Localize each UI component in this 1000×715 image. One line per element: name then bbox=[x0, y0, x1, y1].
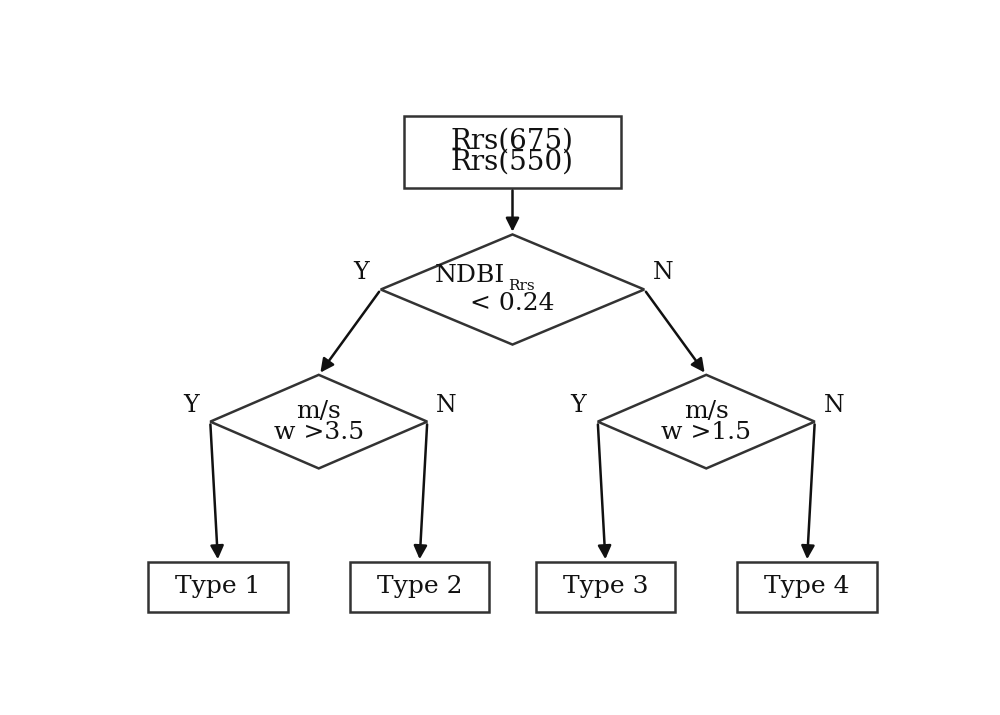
Text: Type 3: Type 3 bbox=[563, 576, 648, 598]
Text: Rrs(675): Rrs(675) bbox=[451, 128, 574, 155]
Text: w >1.5: w >1.5 bbox=[661, 420, 751, 443]
Text: Y: Y bbox=[183, 394, 199, 417]
Polygon shape bbox=[598, 375, 815, 468]
Text: Type 1: Type 1 bbox=[175, 576, 261, 598]
Polygon shape bbox=[381, 235, 644, 345]
Text: Type 2: Type 2 bbox=[377, 576, 462, 598]
Text: < 0.24: < 0.24 bbox=[470, 292, 555, 315]
Text: w >3.5: w >3.5 bbox=[274, 420, 364, 443]
Text: N: N bbox=[653, 262, 674, 285]
FancyBboxPatch shape bbox=[536, 562, 675, 611]
Text: NDBI: NDBI bbox=[434, 265, 505, 287]
FancyBboxPatch shape bbox=[148, 562, 288, 611]
Text: Y: Y bbox=[571, 394, 586, 417]
FancyBboxPatch shape bbox=[350, 562, 489, 611]
Text: Y: Y bbox=[354, 262, 369, 285]
Polygon shape bbox=[210, 375, 427, 468]
Text: N: N bbox=[436, 394, 457, 417]
Text: Type 4: Type 4 bbox=[764, 576, 850, 598]
FancyBboxPatch shape bbox=[404, 116, 621, 187]
Text: Rrs: Rrs bbox=[509, 279, 535, 292]
Text: N: N bbox=[824, 394, 844, 417]
Text: m/s: m/s bbox=[684, 400, 729, 423]
Text: m/s: m/s bbox=[296, 400, 341, 423]
Text: Rrs(550): Rrs(550) bbox=[451, 149, 574, 176]
FancyBboxPatch shape bbox=[737, 562, 877, 611]
